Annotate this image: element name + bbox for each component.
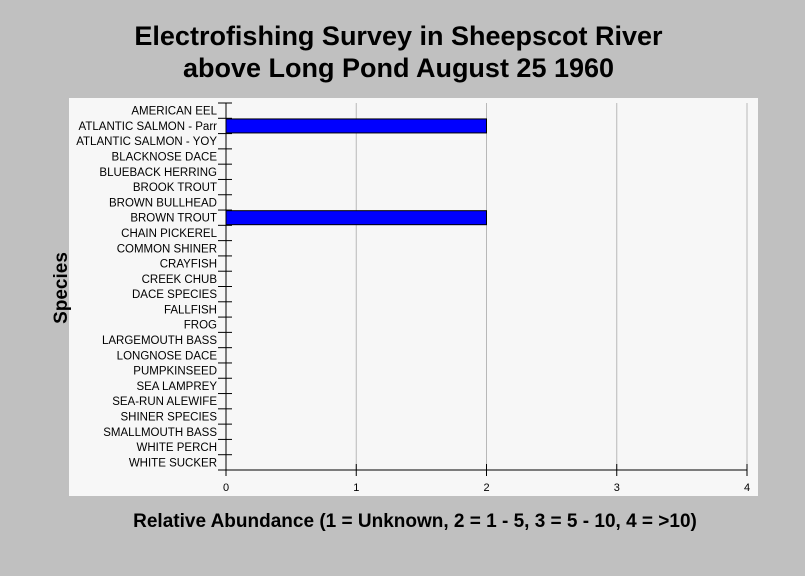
y-tick-label: WHITE SUCKER <box>129 457 217 469</box>
y-tick-label: CRAYFISH <box>160 259 217 271</box>
y-tick-label: BLUEBACK HERRING <box>99 167 217 179</box>
plot-panel <box>69 98 758 496</box>
bar <box>225 210 487 226</box>
y-tick-label: BROWN TROUT <box>130 213 217 225</box>
y-tick-label: SEA LAMPREY <box>136 381 217 393</box>
y-tick-label: SMALLMOUTH BASS <box>103 427 217 439</box>
y-tick-label: BLACKNOSE DACE <box>112 152 218 164</box>
x-tick-label: 1 <box>353 482 359 494</box>
y-tick-label: PUMPKINSEED <box>133 366 217 378</box>
y-tick-label: FALLFISH <box>164 304 217 316</box>
x-tick-label: 4 <box>744 482 750 494</box>
chart-title-line-2: above Long Pond August 25 1960 <box>182 53 615 83</box>
y-tick-label: ATLANTIC SALMON - YOY <box>76 136 217 148</box>
y-tick-label: COMMON SHINER <box>117 243 217 255</box>
y-tick-label: SEA-RUN ALEWIFE <box>112 396 217 408</box>
y-tick-label: ATLANTIC SALMON - Parr <box>79 121 218 133</box>
y-tick-label: CREEK CHUB <box>142 274 218 286</box>
x-tick-label: 2 <box>483 482 489 494</box>
y-tick-label: FROG <box>184 320 217 332</box>
bar <box>225 118 487 134</box>
y-tick-label: CHAIN PICKEREL <box>121 228 217 240</box>
y-tick-label: DACE SPECIES <box>132 289 217 301</box>
chart-title: Electrofishing Survey in Sheepscot River… <box>0 20 797 84</box>
y-tick-label: BROWN BULLHEAD <box>109 197 217 209</box>
y-tick-label: AMERICAN EEL <box>131 106 217 118</box>
y-tick-label: LARGEMOUTH BASS <box>102 335 217 347</box>
x-tick-label: 0 <box>223 482 229 494</box>
y-tick-label: SHINER SPECIES <box>121 411 218 423</box>
x-axis-label: Relative Abundance (1 = Unknown, 2 = 1 -… <box>133 511 697 532</box>
y-tick-label: BROOK TROUT <box>133 182 217 194</box>
y-axis-label: Species <box>50 252 72 324</box>
y-tick-label: LONGNOSE DACE <box>117 350 218 362</box>
y-tick-label: WHITE PERCH <box>137 442 218 454</box>
x-tick-label: 3 <box>614 482 620 494</box>
chart-title-line-1: Electrofishing Survey in Sheepscot River <box>134 21 663 51</box>
